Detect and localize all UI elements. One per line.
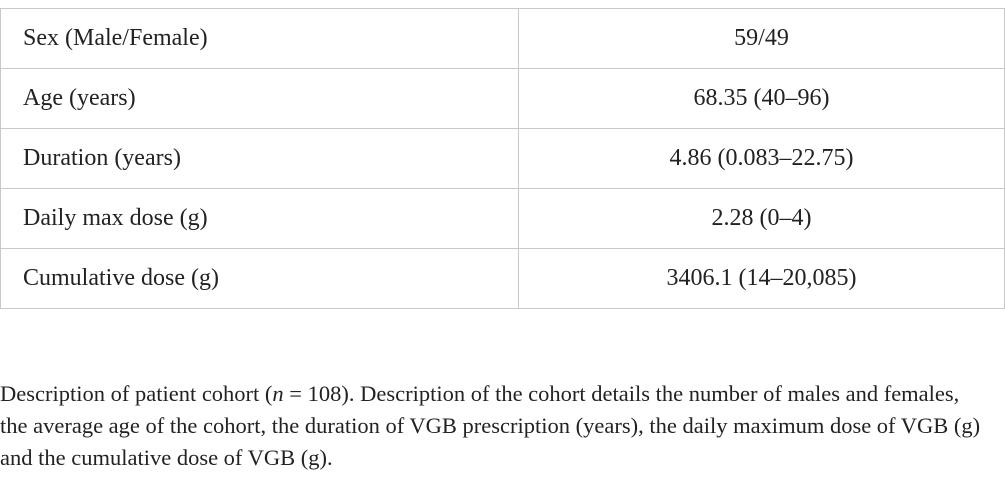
row-value: 2.28 (0–4) bbox=[518, 188, 1005, 249]
row-label: Duration (years) bbox=[0, 128, 519, 189]
row-label: Cumulative dose (g) bbox=[0, 248, 519, 309]
table-row: Daily max dose (g) 2.28 (0–4) bbox=[0, 188, 1005, 249]
caption-italic: n bbox=[272, 381, 284, 406]
row-value: 59/49 bbox=[518, 8, 1005, 69]
caption-text: Description of patient cohort ( bbox=[0, 381, 273, 406]
row-value: 3406.1 (14–20,085) bbox=[518, 248, 1005, 309]
caption: Description of patient cohort (n = 108).… bbox=[0, 378, 990, 474]
row-label: Age (years) bbox=[0, 68, 519, 129]
table-row: Sex (Male/Female) 59/49 bbox=[0, 8, 1005, 69]
table-body: Sex (Male/Female) 59/49 Age (years) 68.35 (… bbox=[0, 8, 1005, 309]
table-row: Cumulative dose (g) 3406.1 (14–20,085) bbox=[0, 248, 1005, 309]
table-row: Duration (years) 4.86 (0.083–22.75) bbox=[0, 128, 1005, 189]
table-row: Age (years) 68.35 (40–96) bbox=[0, 68, 1005, 129]
row-value: 68.35 (40–96) bbox=[518, 68, 1005, 129]
cohort-table: Sex (Male/Female) 59/49 Age (years) 68.35 (… bbox=[0, 8, 1005, 309]
row-label: Sex (Male/Female) bbox=[0, 8, 519, 69]
row-value: 4.86 (0.083–22.75) bbox=[518, 128, 1005, 189]
row-label: Daily max dose (g) bbox=[0, 188, 519, 249]
caption-text: = 108). Description of the cohort detail… bbox=[0, 381, 981, 470]
